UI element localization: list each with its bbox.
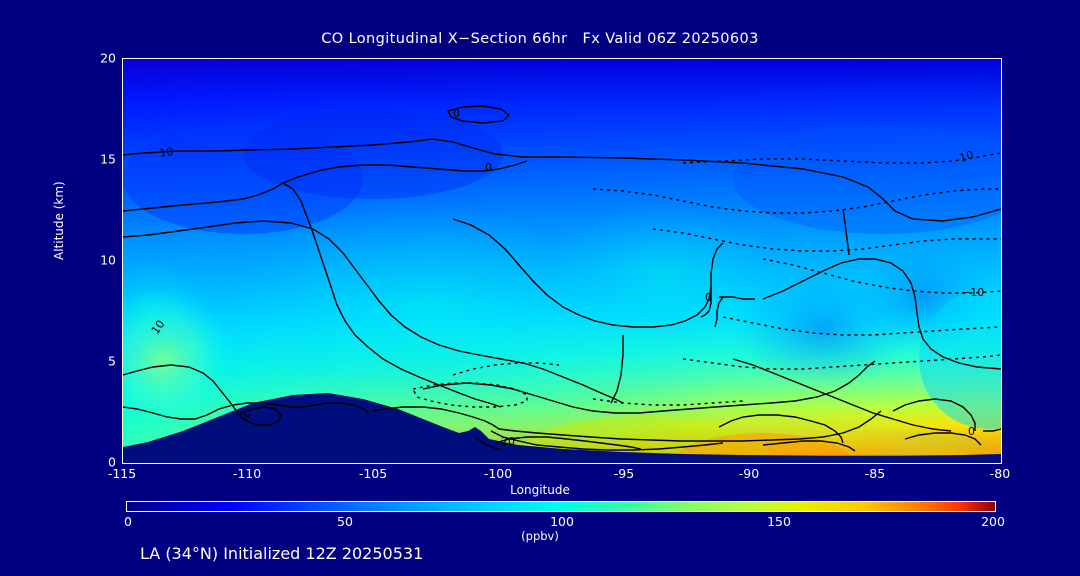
svg-text:20: 20 — [501, 435, 515, 448]
svg-text:0: 0 — [968, 425, 975, 438]
contour-lines-solid — [123, 105, 1001, 452]
svg-text:10: 10 — [159, 145, 175, 160]
colorbar-tick-50: 50 — [337, 514, 353, 529]
chart-title: CO Longitudinal X−Section 66hr Fx Valid … — [321, 31, 759, 47]
y-tick-10: 10 — [100, 252, 116, 268]
colorbar-tick-200: 200 — [981, 514, 1005, 529]
colorbar-units: (ppbv) — [521, 529, 559, 543]
terrain-mask — [123, 393, 1001, 463]
x-tick-m100: -100 — [483, 466, 513, 481]
x-axis-label: Longitude — [510, 483, 570, 497]
x-tick-m80: -80 — [989, 466, 1011, 481]
svg-text:0: 0 — [453, 107, 460, 120]
figure-footer: LA (34°N) Initialized 12Z 20250531 — [140, 544, 424, 563]
x-tick-m110: -110 — [232, 466, 262, 481]
svg-text:0: 0 — [485, 161, 492, 174]
y-axis-label: Altitude (km) — [52, 181, 66, 260]
y-tick-15: 15 — [100, 151, 116, 167]
svg-text:10: 10 — [958, 148, 975, 165]
colorbar-gradient — [127, 502, 995, 511]
svg-text:0: 0 — [244, 407, 251, 420]
plot-area[interactable]: 10 10 0 0 0 0 20 0 10 −10 — [122, 58, 1002, 464]
x-tick-m85: -85 — [864, 466, 886, 481]
x-tick-m115: -115 — [107, 466, 137, 481]
svg-text:−10: −10 — [961, 286, 984, 299]
y-tick-0: 0 — [108, 454, 116, 470]
plot-inner: 10 10 0 0 0 0 20 0 10 −10 — [123, 59, 1001, 463]
contour-lines-dashed — [411, 152, 1001, 408]
colorbar[interactable] — [126, 501, 996, 512]
colorbar-tick-150: 150 — [767, 514, 791, 529]
svg-text:0: 0 — [705, 291, 712, 304]
x-axis-ticks: -115 -110 -105 -100 -95 -90 -85 -80 — [0, 466, 1080, 484]
cross-section-field: 10 10 0 0 0 0 20 0 10 −10 — [123, 59, 1001, 463]
x-tick-m95: -95 — [613, 466, 635, 481]
y-tick-5: 5 — [108, 353, 116, 369]
contour-labels: 10 10 0 0 0 0 20 0 10 −10 — [149, 107, 984, 448]
colorbar-ticks: 0 50 100 150 200 — [0, 514, 1080, 530]
x-tick-m105: -105 — [358, 466, 388, 481]
y-axis-ticks: 0 5 10 15 20 — [78, 51, 116, 470]
colorbar-tick-100: 100 — [550, 514, 574, 529]
x-tick-m90: -90 — [738, 466, 760, 481]
colorbar-tick-0: 0 — [124, 514, 132, 529]
y-tick-20: 20 — [100, 50, 116, 66]
